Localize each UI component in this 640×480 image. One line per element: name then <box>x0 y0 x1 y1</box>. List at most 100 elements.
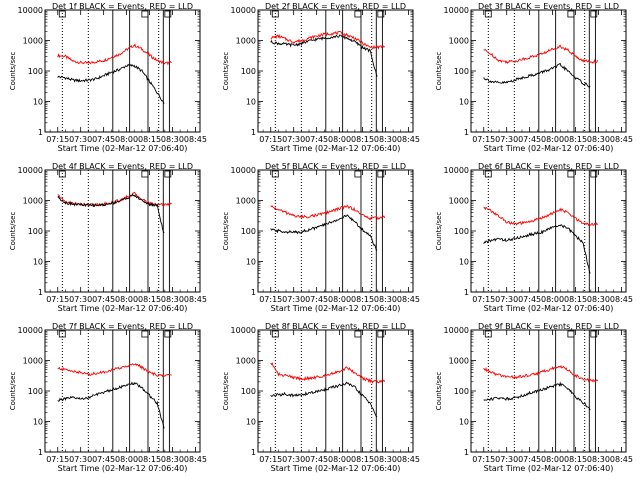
y-tick-label: 1 <box>464 128 469 137</box>
y-tick-label: 100 <box>241 67 256 76</box>
x-tick-label: 08:45 <box>397 295 420 304</box>
y-tick-label: 10000 <box>231 166 256 175</box>
panel-title: Det 8f BLACK = Events, RED = LLD <box>265 322 406 331</box>
x-tick-label: 08:30 <box>374 135 397 144</box>
lld-trace <box>57 363 172 378</box>
x-tick-label: 08:00 <box>541 455 564 464</box>
y-tick-label: 100 <box>28 67 43 76</box>
events-trace <box>270 214 378 252</box>
x-tick-label: 07:15 <box>472 295 495 304</box>
y-tick-label: 1000 <box>23 37 43 46</box>
x-axis-label: Start Time (02-Mar-12 07:06:40) <box>271 464 401 473</box>
detector-panel-6: Det 6f BLACK = Events, RED = LLD 1 10 100 10… <box>435 162 633 313</box>
events-trace <box>57 63 165 104</box>
y-tick-label: 10 <box>33 258 43 267</box>
events-trace <box>270 381 378 418</box>
flag-marker <box>58 330 66 338</box>
flag-marker <box>590 170 598 178</box>
detector-panel-2: Det 2f BLACK = Events, RED = LLD 1 10 100 10… <box>222 2 420 153</box>
x-tick-label: 07:15 <box>46 295 69 304</box>
panel-title: Det 6f BLACK = Events, RED = LLD <box>478 162 619 171</box>
plot-frame <box>257 329 414 453</box>
y-tick-label: 1000 <box>23 197 43 206</box>
y-tick-label: 10000 <box>18 6 43 15</box>
x-tick-label: 07:30 <box>282 455 305 464</box>
events-trace <box>483 62 591 88</box>
flag-marker <box>141 330 149 338</box>
x-axis-label: Start Time (02-Mar-12 07:06:40) <box>58 144 188 153</box>
x-tick-label: 07:45 <box>305 455 328 464</box>
panel-title: Det 3f BLACK = Events, RED = LLD <box>478 2 619 11</box>
flag-marker <box>354 170 362 178</box>
x-tick-label: 07:30 <box>495 135 518 144</box>
x-tick-label: 08:15 <box>351 135 374 144</box>
lld-trace <box>270 362 386 384</box>
x-axis-label: Start Time (02-Mar-12 07:06:40) <box>484 304 614 313</box>
y-axis-label: Counts/sec <box>9 52 17 91</box>
y-tick-label: 1 <box>251 128 256 137</box>
x-tick-label: 08:30 <box>161 455 184 464</box>
x-tick-label: 08:00 <box>541 295 564 304</box>
x-tick-label: 08:00 <box>541 135 564 144</box>
flag-marker <box>484 330 492 338</box>
x-tick-label: 08:15 <box>351 295 374 304</box>
detector-panel-8: Det 8f BLACK = Events, RED = LLD 1 10 100 10… <box>222 322 420 473</box>
detector-panel-4: Det 4f BLACK = Events, RED = LLD 1 10 100 10… <box>9 162 207 313</box>
y-tick-label: 1 <box>464 448 469 457</box>
x-tick-label: 07:15 <box>472 455 495 464</box>
panel-title: Det 2f BLACK = Events, RED = LLD <box>265 2 406 11</box>
y-tick-label: 1000 <box>449 197 469 206</box>
x-tick-label: 07:30 <box>69 455 92 464</box>
y-tick-label: 10 <box>246 98 256 107</box>
y-tick-label: 10 <box>459 98 469 107</box>
lld-trace <box>57 43 172 66</box>
flag-marker <box>164 170 172 178</box>
x-tick-label: 08:15 <box>138 295 161 304</box>
events-trace <box>483 381 591 411</box>
x-tick-label: 07:15 <box>259 455 282 464</box>
flag-marker <box>354 330 362 338</box>
x-tick-label: 07:15 <box>259 135 282 144</box>
flag-marker <box>567 330 575 338</box>
x-tick-label: 08:15 <box>138 135 161 144</box>
x-tick-label: 07:45 <box>305 295 328 304</box>
y-tick-label: 1000 <box>236 197 256 206</box>
y-axis-label: Counts/sec <box>435 372 443 411</box>
y-tick-label: 10000 <box>231 6 256 15</box>
events-trace <box>270 34 378 77</box>
flag-marker <box>590 330 598 338</box>
lld-trace <box>483 364 599 383</box>
y-tick-label: 100 <box>241 387 256 396</box>
x-tick-label: 08:15 <box>564 455 587 464</box>
y-tick-label: 1 <box>38 448 43 457</box>
x-tick-label: 08:45 <box>184 455 207 464</box>
x-axis-label: Start Time (02-Mar-12 07:06:40) <box>484 144 614 153</box>
x-tick-label: 08:30 <box>161 295 184 304</box>
panel-title: Det 7f BLACK = Events, RED = LLD <box>52 322 193 331</box>
flag-marker <box>164 330 172 338</box>
plot-frame <box>44 329 201 453</box>
detector-panel-3: Det 3f BLACK = Events, RED = LLD 1 10 100 10… <box>435 2 633 153</box>
x-axis-label: Start Time (02-Mar-12 07:06:40) <box>484 464 614 473</box>
y-tick-label: 10 <box>246 258 256 267</box>
x-axis-label: Start Time (02-Mar-12 07:06:40) <box>58 304 188 313</box>
x-tick-label: 08:15 <box>138 455 161 464</box>
x-tick-label: 07:30 <box>69 135 92 144</box>
y-axis-label: Counts/sec <box>222 52 230 91</box>
x-tick-label: 07:45 <box>92 295 115 304</box>
x-tick-label: 07:30 <box>69 295 92 304</box>
x-tick-label: 08:45 <box>610 295 633 304</box>
y-axis-label: Counts/sec <box>9 372 17 411</box>
x-axis-label: Start Time (02-Mar-12 07:06:40) <box>271 144 401 153</box>
y-tick-label: 10000 <box>444 326 469 335</box>
y-tick-label: 10 <box>459 258 469 267</box>
y-tick-label: 10 <box>459 418 469 427</box>
x-tick-label: 07:15 <box>46 455 69 464</box>
flag-marker <box>164 10 172 18</box>
panel-title: Det 4f BLACK = Events, RED = LLD <box>52 162 193 171</box>
y-axis-label: Counts/sec <box>435 52 443 91</box>
flag-marker <box>271 170 279 178</box>
y-tick-label: 1000 <box>236 357 256 366</box>
x-tick-label: 08:15 <box>564 295 587 304</box>
x-tick-label: 07:30 <box>282 135 305 144</box>
